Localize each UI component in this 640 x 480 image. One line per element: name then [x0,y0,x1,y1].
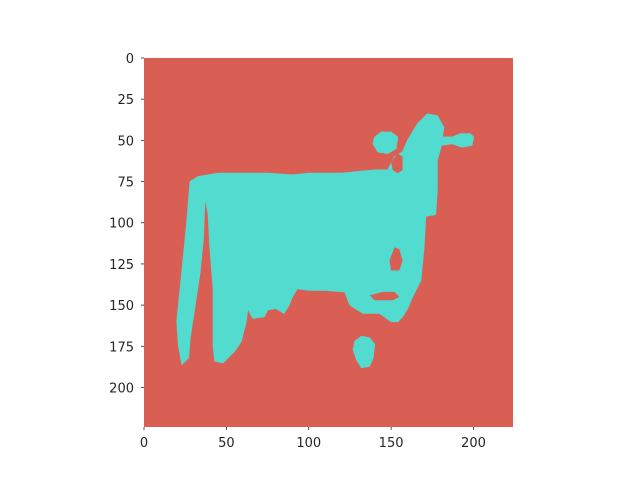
plot-area [144,58,513,427]
hole-muzzle [391,153,403,174]
background-holes [369,153,403,301]
x-tick-label: 150 [379,436,404,451]
y-tick-label: 175 [109,340,134,355]
hole-belly [389,247,403,271]
x-tick-label: 100 [296,436,321,451]
x-tick-label: 200 [461,436,486,451]
x-tick-label: 50 [218,436,235,451]
y-tick-label: 100 [109,217,134,232]
y-tick-label: 75 [117,176,134,191]
y-tick-label: 200 [109,381,134,396]
y-tick-label: 50 [117,134,134,149]
x-axis: 0 50 100 150 200 [140,427,486,451]
cow-body [176,113,445,365]
cow-ear-right [436,133,474,148]
hole-lower-gap [369,291,400,301]
y-tick-label: 150 [109,299,134,314]
x-tick-label: 0 [140,436,148,451]
y-tick-label: 25 [117,93,134,108]
y-tick-label: 125 [109,258,134,273]
y-axis: 0 25 50 75 100 125 150 175 200 [109,52,144,396]
object-class-regions [176,113,474,369]
cow-lower-blob [352,335,376,369]
y-tick-label: 0 [126,52,134,67]
cow-ear-left [372,131,399,154]
